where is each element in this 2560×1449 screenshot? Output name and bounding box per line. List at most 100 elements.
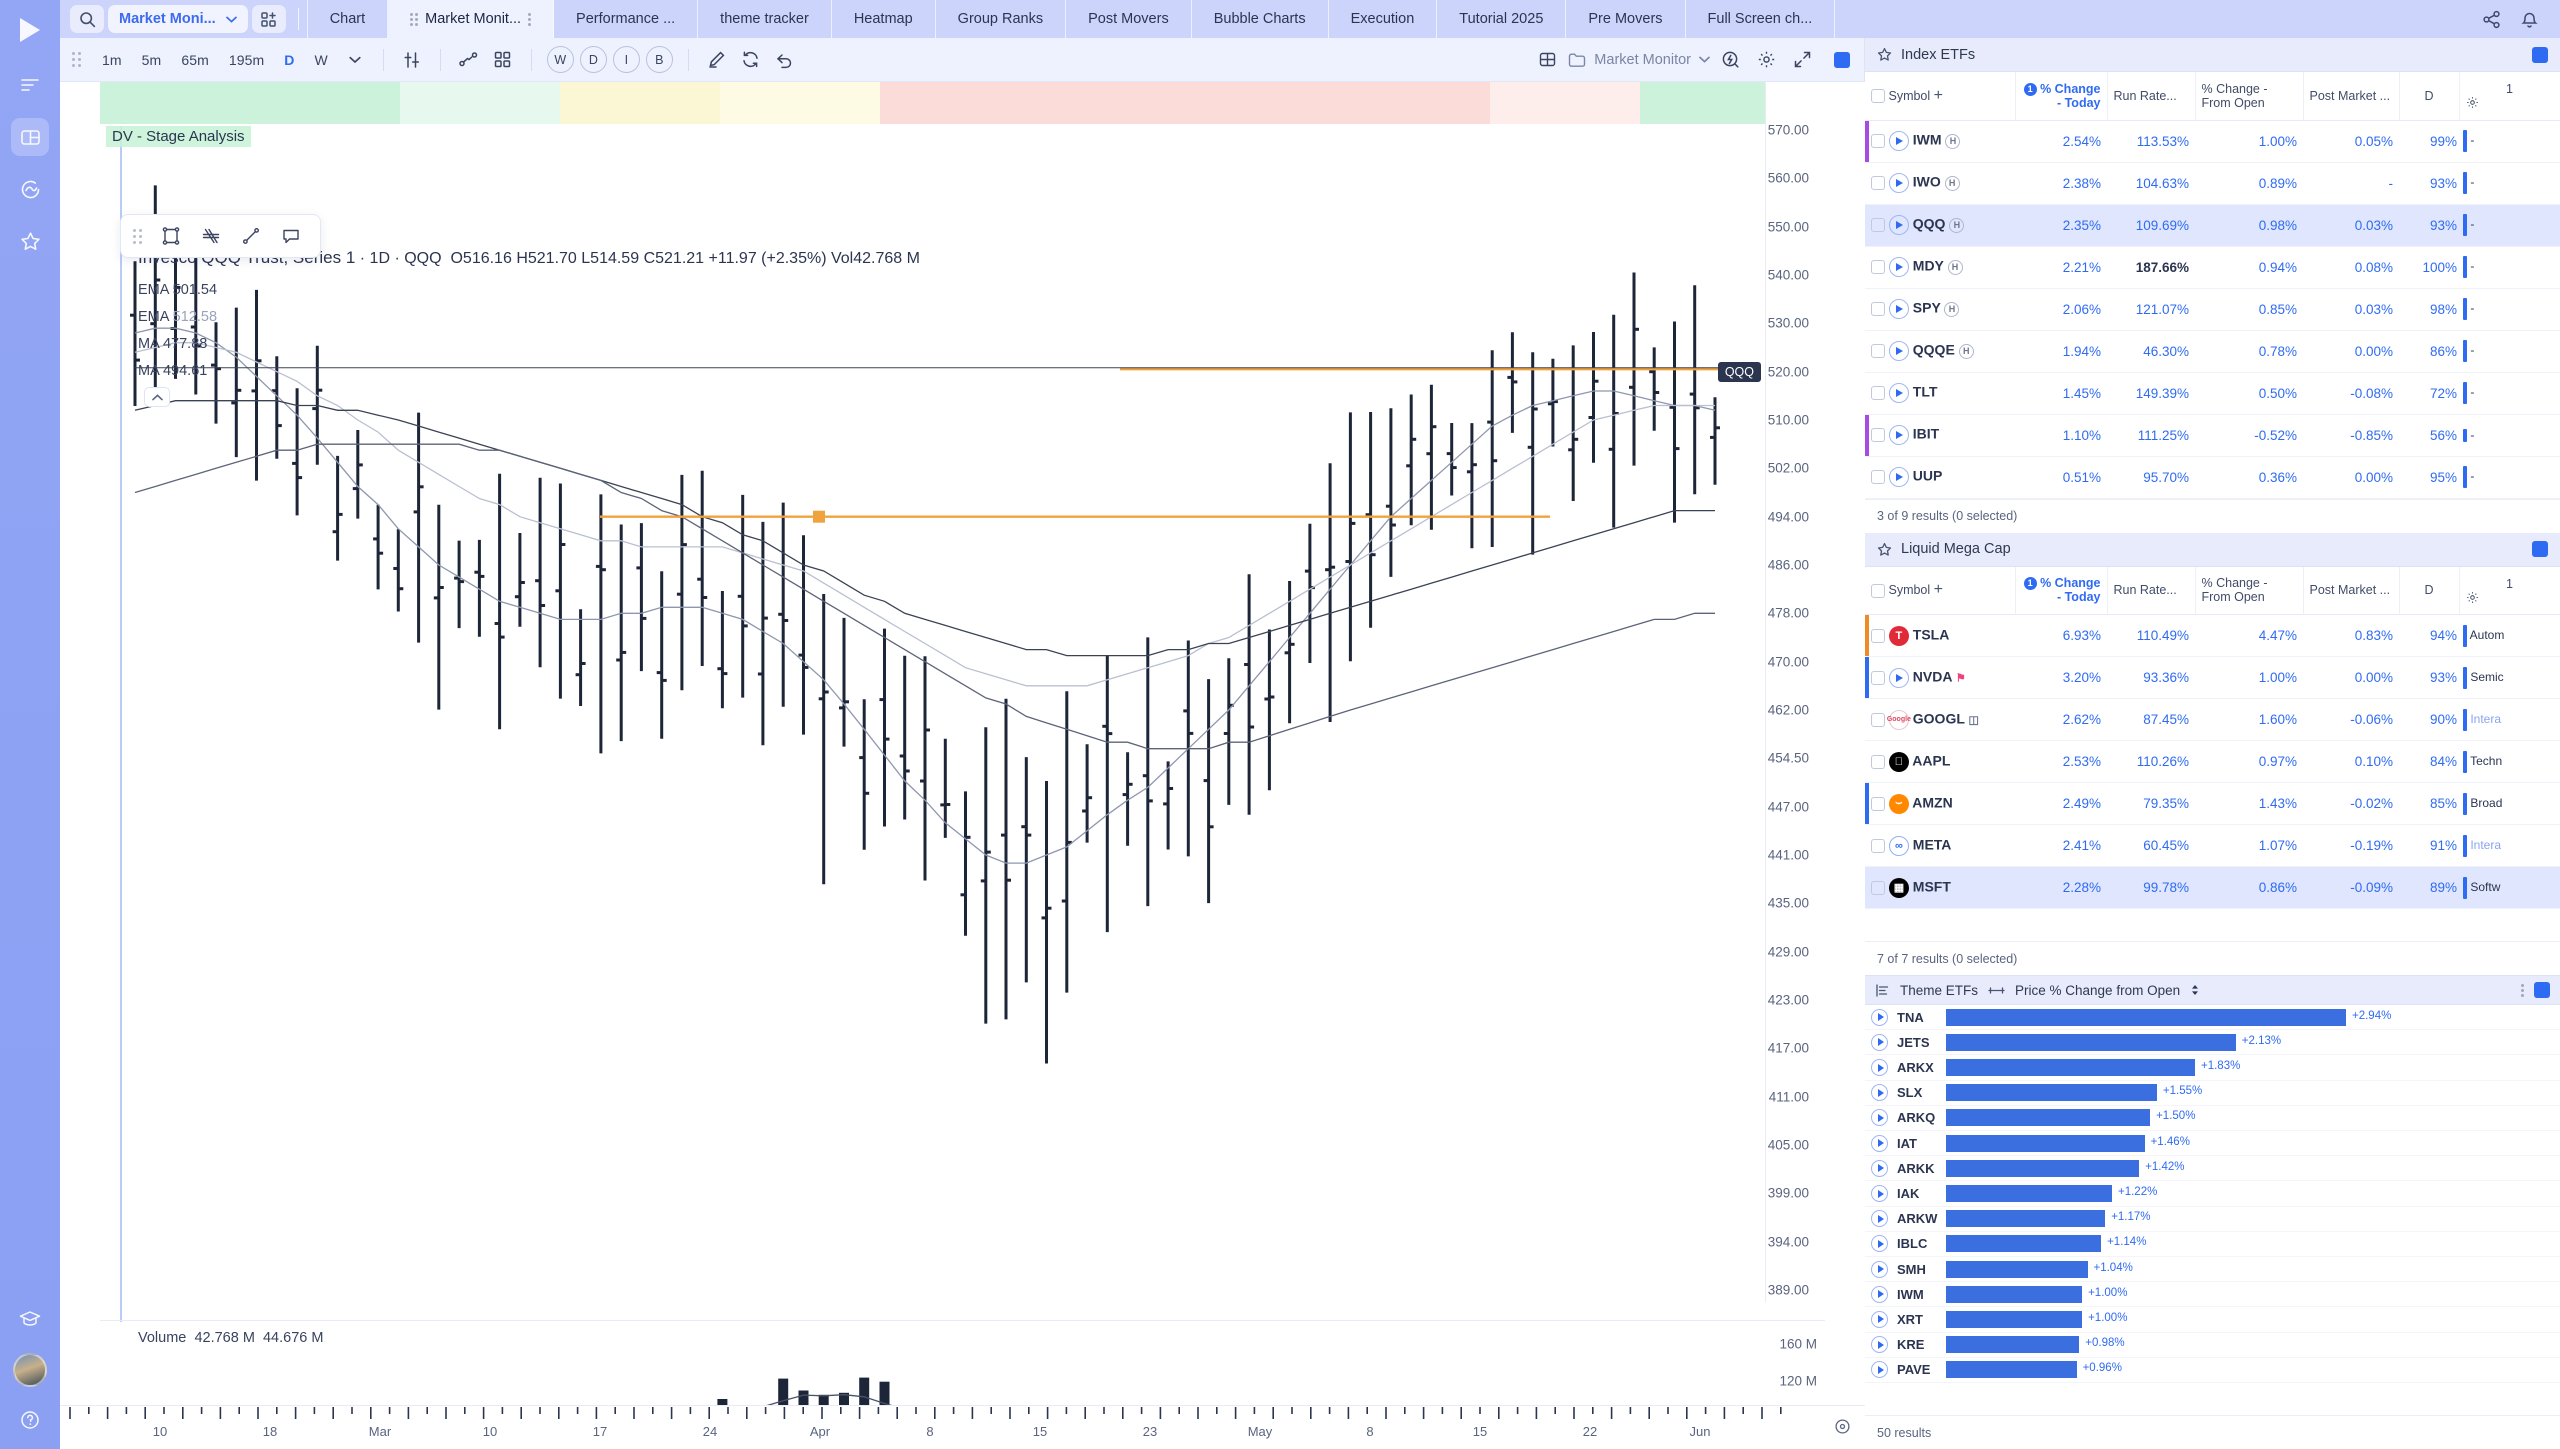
play-icon[interactable] [1871,1210,1888,1228]
play-icon[interactable] [1888,173,1909,193]
column-header-d[interactable]: D [2399,566,2460,615]
theme-etf-row[interactable]: IWM +1.00% [1865,1282,2560,1308]
column-header-post-market[interactable]: Post Market ... [2303,72,2400,121]
theme-etf-row[interactable]: ARKK +1.42% [1865,1156,2560,1182]
table-row[interactable]: TLT 1.45% 149.39% 0.50% -0.08% 72% - [1865,372,2560,415]
search-icon[interactable] [70,5,104,33]
theme-etf-row[interactable]: IAK +1.22% [1865,1181,2560,1207]
table-row[interactable]: SPY H 2.06% 121.07% 0.85% 0.03% 98% - [1865,288,2560,331]
chart-canvas[interactable]: DV - Stage Analysis Inv [60,82,1865,1449]
time-axis[interactable]: 10 18 Mar 10 17 24 Apr 8 15 23 May 8 15 22 Jun [60,1405,1865,1449]
play-icon[interactable] [1871,1109,1888,1127]
column-header-extra[interactable]: 1 [2459,72,2560,121]
table-row[interactable]: ⌣ AMZN 2.49% 79.35% 1.43% -0.02% 85% Broad [1865,782,2560,825]
row-checkbox[interactable] [1871,670,1885,685]
chart-source[interactable]: Market Monitor [1567,51,1710,69]
play-icon[interactable] [1871,1059,1888,1077]
play-icon[interactable] [1871,1285,1888,1303]
add-column-icon[interactable]: + [1933,581,1943,599]
indicator-legend-row[interactable]: MA 494.61 [138,363,207,379]
column-header-change-today[interactable]: 1 % Change - Today [2015,72,2108,121]
row-symbol-cell[interactable]: ⌣ AMZN [1865,782,2015,825]
tab-pre-movers[interactable]: Pre Movers [1566,0,1686,38]
price-plot[interactable] [60,82,1865,1322]
play-icon[interactable] [1888,299,1909,319]
row-checkbox[interactable] [1871,754,1885,769]
table-row[interactable]: Google GOOGL ◫ 2.62% 87.45% 1.60% -0.06% 90% … [1865,698,2560,741]
toggle-B[interactable]: B [645,46,673,73]
pulse-icon[interactable] [11,170,49,208]
toggle-D[interactable]: D [579,46,607,73]
play-icon[interactable] [1871,1185,1888,1202]
row-checkbox[interactable] [1871,302,1885,316]
play-icon[interactable] [1871,1361,1888,1379]
column-header-post-market[interactable]: Post Market ... [2303,566,2400,615]
toggle-W[interactable]: W [546,46,574,73]
play-icon[interactable] [1888,131,1909,151]
tab-heatmap[interactable]: Heatmap [832,0,936,38]
row-checkbox[interactable] [1871,260,1885,274]
column-header-change-today[interactable]: 1 % Change - Today [2015,566,2108,615]
column-header-symbol[interactable]: Symbol + [1865,72,2016,121]
row-checkbox[interactable] [1871,470,1885,484]
row-checkbox[interactable] [1871,796,1885,811]
row-symbol-cell[interactable]: ∞ META [1865,824,2015,867]
sort-icon[interactable] [2190,984,2200,996]
select-all-checkbox[interactable] [1871,89,1885,104]
note-icon[interactable] [274,219,308,253]
row-symbol-cell[interactable]:  AAPL [1865,740,2015,783]
alert-icon[interactable] [1714,44,1746,76]
workspace-selector[interactable]: Market Moni... [108,5,248,33]
tab-bubble-charts[interactable]: Bubble Charts [1192,0,1329,38]
row-symbol-cell[interactable]: SPY H [1865,288,2015,331]
drag-handle-icon[interactable] [133,228,142,244]
select-all-checkbox[interactable] [1871,583,1885,598]
table-row[interactable]: NVDA ⚑ 3.20% 93.36% 1.00% 0.00% 93% Semic [1865,656,2560,699]
row-symbol-cell[interactable]: T TSLA [1865,614,2015,657]
theme-etf-row[interactable]: XRT +1.00% [1865,1307,2560,1333]
column-header-d[interactable]: D [2399,72,2460,121]
table-row[interactable]: ▦ MSFT 2.28% 99.78% 0.86% -0.09% 89% Softw [1865,866,2560,909]
theme-etf-row[interactable]: IAT +1.46% [1865,1131,2560,1157]
row-symbol-cell[interactable]: UUP [1865,456,2015,499]
play-icon[interactable] [1871,1033,1888,1051]
row-checkbox[interactable] [1871,428,1885,442]
menu-icon[interactable] [11,66,49,104]
table-row[interactable]: QQQ H 2.35% 109.69% 0.98% 0.03% 93% - [1865,204,2560,247]
theme-etf-row[interactable]: SLX +1.55% [1865,1081,2560,1106]
indicator-legend-row[interactable]: EMA 512.58 [138,309,217,325]
play-icon[interactable] [1871,1159,1888,1177]
table-row[interactable]: IWO H 2.38% 104.63% 0.89% -93% - [1865,162,2560,205]
play-icon[interactable] [1871,1235,1888,1253]
theme-etf-row[interactable]: ARKQ +1.50% [1865,1106,2560,1132]
chevron-down-icon[interactable] [339,44,371,76]
play-icon[interactable] [1888,425,1909,445]
indicators-icon[interactable] [396,44,428,76]
column-header-run-rate[interactable]: Run Rate... [2107,566,2196,615]
tab-post-movers[interactable]: Post Movers [1066,0,1192,38]
row-symbol-cell[interactable]: IBIT [1865,414,2015,457]
row-checkbox[interactable] [1871,344,1885,358]
undo-icon[interactable] [769,44,801,76]
play-icon[interactable] [1871,1084,1888,1102]
row-symbol-cell[interactable]: IWM H [1865,120,2015,163]
play-icon[interactable] [1871,1134,1888,1152]
theme-etfs-list[interactable]: TNA +2.94% JETS +2.13% ARKX +1.83% SLX +1.55% AR… [1865,1005,2560,1415]
time-settings-icon[interactable] [1834,1418,1851,1435]
row-symbol-cell[interactable]: QQQE H [1865,330,2015,373]
add-panel-icon[interactable] [251,5,286,33]
play-icon[interactable] [1888,257,1909,277]
theme-etf-row[interactable]: ARKX +1.83% [1865,1055,2560,1081]
theme-etf-row[interactable]: PAVE +0.96% [1865,1358,2560,1383]
tab-menu-icon[interactable] [528,12,532,26]
panel-color-swatch[interactable] [2532,46,2548,63]
timeframe-1m[interactable]: 1m [102,51,122,68]
column-header-from-open[interactable]: % Change - From Open [2195,72,2304,121]
table-layout-icon[interactable] [1531,44,1563,76]
row-symbol-cell[interactable]: QQQ H [1865,204,2015,247]
compare-icon[interactable] [453,44,485,76]
star-icon[interactable] [11,222,49,260]
theme-etf-row[interactable]: IBLC +1.14% [1865,1232,2560,1257]
column-header-extra[interactable]: 1 [2459,566,2560,615]
column-header-symbol[interactable]: Symbol + [1865,566,2016,615]
